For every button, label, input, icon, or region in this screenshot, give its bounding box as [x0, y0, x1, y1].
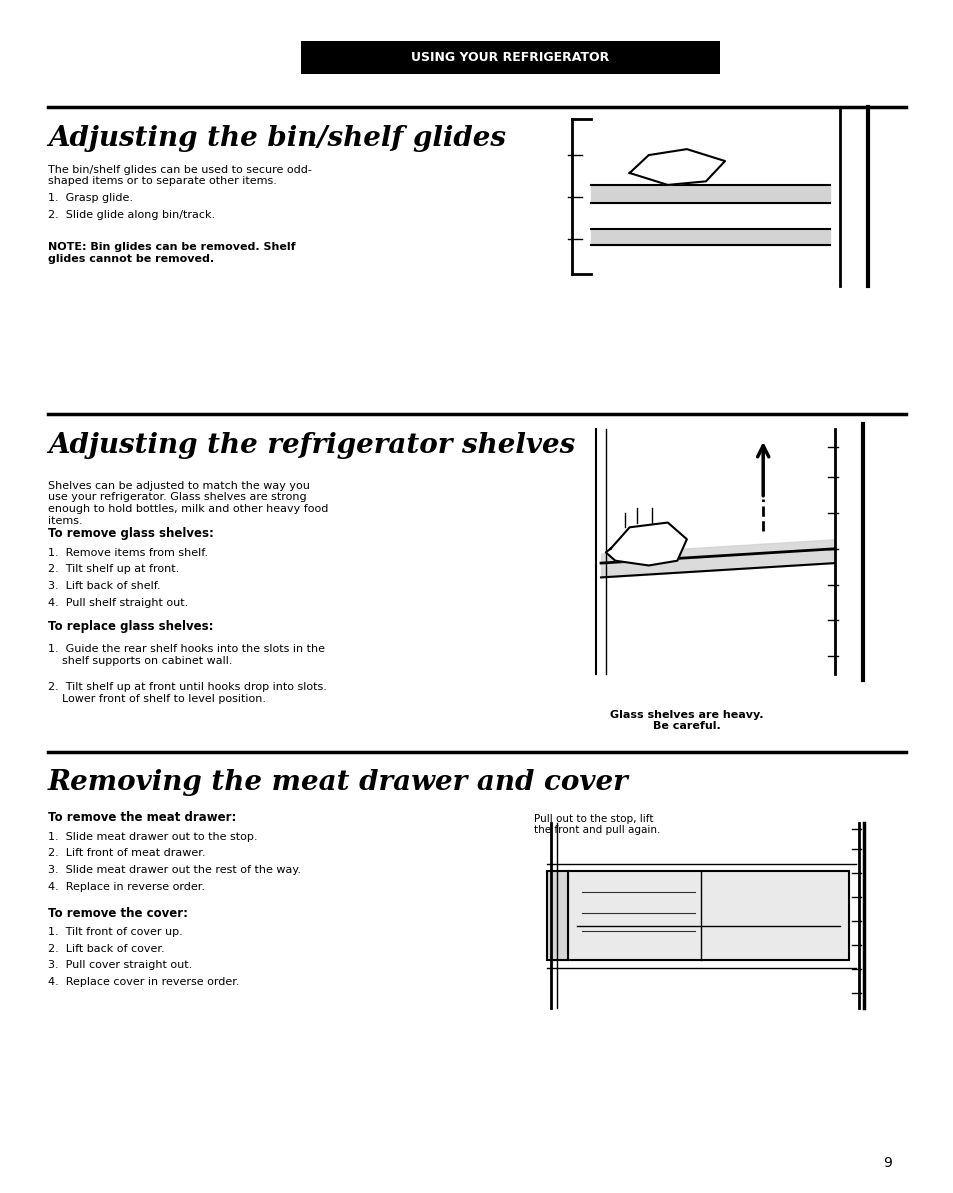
- Text: 2.  Slide glide along bin/track.: 2. Slide glide along bin/track.: [48, 210, 214, 220]
- Text: NOTE: Bin glides can be removed. Shelf
glides cannot be removed.: NOTE: Bin glides can be removed. Shelf g…: [48, 242, 295, 264]
- Text: 2.  Lift front of meat drawer.: 2. Lift front of meat drawer.: [48, 848, 205, 858]
- Text: Glass shelves are heavy.
Be careful.: Glass shelves are heavy. Be careful.: [610, 710, 762, 731]
- Text: To replace glass shelves:: To replace glass shelves:: [48, 620, 213, 633]
- Text: 1.  Tilt front of cover up.: 1. Tilt front of cover up.: [48, 927, 182, 937]
- Text: 1.  Grasp glide.: 1. Grasp glide.: [48, 193, 132, 203]
- Text: To remove glass shelves:: To remove glass shelves:: [48, 527, 213, 540]
- Text: Removing the meat drawer and cover: Removing the meat drawer and cover: [48, 769, 628, 797]
- Text: 3.  Slide meat drawer out the rest of the way.: 3. Slide meat drawer out the rest of the…: [48, 865, 300, 874]
- Polygon shape: [629, 149, 724, 185]
- Text: Adjusting the refrigerator shelves: Adjusting the refrigerator shelves: [48, 432, 575, 459]
- Text: 2.  Tilt shelf up at front until hooks drop into slots.
    Lower front of shelf: 2. Tilt shelf up at front until hooks dr…: [48, 682, 326, 704]
- Polygon shape: [605, 523, 686, 565]
- Text: 1.  Guide the rear shelf hooks into the slots in the
    shelf supports on cabin: 1. Guide the rear shelf hooks into the s…: [48, 644, 324, 666]
- Text: 2.  Lift back of cover.: 2. Lift back of cover.: [48, 944, 164, 953]
- Text: To remove the meat drawer:: To remove the meat drawer:: [48, 811, 235, 824]
- Bar: [567, 871, 848, 960]
- Text: USING YOUR REFRIGERATOR: USING YOUR REFRIGERATOR: [411, 51, 609, 63]
- Text: 9: 9: [882, 1156, 891, 1170]
- Text: To remove the cover:: To remove the cover:: [48, 907, 188, 920]
- Text: 1.  Remove items from shelf.: 1. Remove items from shelf.: [48, 548, 208, 557]
- Text: 4.  Replace in reverse order.: 4. Replace in reverse order.: [48, 882, 205, 891]
- Bar: [546, 871, 567, 960]
- Text: 1.  Slide meat drawer out to the stop.: 1. Slide meat drawer out to the stop.: [48, 832, 257, 841]
- Text: Pull out to the stop, lift
the front and pull again.: Pull out to the stop, lift the front and…: [534, 814, 659, 835]
- Text: 4.  Pull shelf straight out.: 4. Pull shelf straight out.: [48, 598, 188, 607]
- Text: 3.  Lift back of shelf.: 3. Lift back of shelf.: [48, 581, 160, 591]
- FancyBboxPatch shape: [300, 41, 720, 74]
- Text: 3.  Pull cover straight out.: 3. Pull cover straight out.: [48, 960, 192, 970]
- Text: Shelves can be adjusted to match the way you
use your refrigerator. Glass shelve: Shelves can be adjusted to match the way…: [48, 481, 328, 526]
- Text: 2.  Tilt shelf up at front.: 2. Tilt shelf up at front.: [48, 564, 179, 574]
- Text: 4.  Replace cover in reverse order.: 4. Replace cover in reverse order.: [48, 977, 239, 987]
- Text: Adjusting the bin/shelf glides: Adjusting the bin/shelf glides: [48, 125, 505, 153]
- Text: The bin/shelf glides can be used to secure odd-
shaped items or to separate othe: The bin/shelf glides can be used to secu…: [48, 165, 312, 186]
